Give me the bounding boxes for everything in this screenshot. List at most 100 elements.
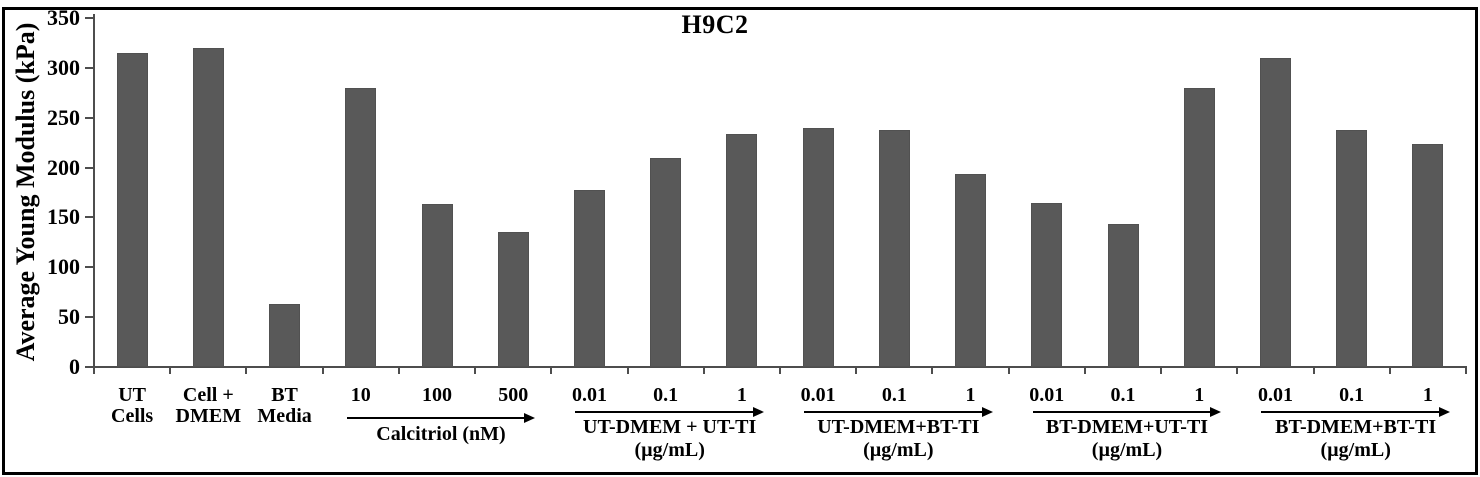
y-axis-tick-label: 150 [47,204,80,230]
group-label: BT-DMEM+UT-TI [1045,416,1209,438]
y-axis-tick [85,66,94,69]
x-axis-category-label: 0.01 [1220,385,1330,406]
x-axis-category-label-line: 0.01 [1257,384,1293,406]
x-axis-category-label: 0.1 [611,385,721,406]
group-unit-label: (µg/mL) [1320,439,1391,461]
x-axis-tick [702,367,705,374]
x-axis-tick [1236,367,1239,374]
x-axis-category-label-line: 1 [1194,384,1205,406]
x-axis-tick [1083,367,1086,374]
y-axis-tick-label: 300 [47,54,80,80]
bar-bt-media [269,304,300,367]
x-axis-tick [93,367,95,374]
bar-1 [726,134,757,367]
x-axis-category-label-line: 0.1 [1339,384,1365,406]
x-axis-category-label: UT Cells [77,385,187,427]
bar-0.1 [1108,224,1139,367]
x-axis-category-label: 1 [1144,385,1254,406]
x-axis-category-label-line: Media [257,405,312,427]
x-axis-category-label-line: UT [118,384,146,406]
group-arrow-line [1261,411,1440,413]
x-axis-tick [1007,367,1010,374]
x-axis-tick [779,367,781,374]
x-axis-category-label-line: 10 [350,384,371,406]
x-axis-category-label: 0.1 [1297,385,1407,406]
x-axis-tick [169,367,172,374]
x-axis-category-label: 500 [458,385,568,406]
x-axis-tick [474,367,477,374]
bar-0.1 [879,130,910,367]
x-axis-category-label-line: 0.01 [1029,384,1065,406]
bar-500 [498,232,529,367]
x-axis-tick [1465,367,1467,374]
y-axis-tick-label: 0 [69,354,80,379]
group-label: UT-DMEM + UT-TI [583,416,757,438]
x-axis-category-label: 0.01 [763,385,873,406]
group-unit-label: (µg/mL) [634,439,705,461]
x-axis-category-label-line: 0.1 [1110,384,1136,406]
group-arrow-head [753,407,764,417]
group-arrow-line [346,417,526,419]
x-axis-category-label-line: Cell + [182,384,234,406]
bar-0.1 [1336,130,1367,367]
bar-100 [422,204,453,367]
bar-1 [1412,144,1443,367]
x-axis-category-label-line: 1 [965,384,976,406]
group-unit-label: (µg/mL) [863,439,934,461]
bar-0.1 [650,158,681,367]
y-axis-tick [85,266,94,269]
y-axis-tick [85,116,94,119]
bar-0.01 [1031,203,1062,367]
y-axis-tick [85,166,94,169]
x-axis-tick [550,367,553,374]
bar-1 [1184,88,1215,367]
y-axis-tick-label: 50 [58,304,80,330]
y-axis-tick-label: 350 [47,5,80,30]
group-label: BT-DMEM+BT-TI [1275,416,1437,438]
x-axis-tick [245,367,248,374]
x-axis-category-label: 0.01 [534,385,644,406]
x-axis-category-label-line: 100 [422,384,452,406]
x-axis-category-label-line: 500 [498,384,529,406]
chart-title: H9C2 [681,10,749,39]
x-axis-tick [1160,367,1163,374]
bar-0.01 [574,190,605,367]
y-axis-tick-label: 250 [47,104,80,130]
x-axis-category-label: 0.1 [839,385,949,406]
x-axis-category-label: 1 [687,385,797,406]
group-arrow-line [1032,411,1212,413]
group-arrow-head [1210,407,1222,417]
y-axis-tick-label: 100 [47,254,80,280]
group-arrow-head [1439,407,1450,417]
y-axis-tick [85,17,94,19]
bar-1 [955,174,986,367]
x-axis-category-label: 0.1 [1068,385,1178,406]
group-arrow-line [575,411,754,413]
group-unit-label: (µg/mL) [1091,439,1163,461]
bar-10 [345,88,376,367]
x-axis-tick [626,367,629,374]
x-axis-category-label-line: 0.01 [571,384,607,406]
group-arrow-head [981,407,993,417]
x-axis-category-label: BT Media [230,385,340,427]
bar-0.01 [803,128,834,367]
x-axis-tick [321,367,324,374]
group-arrow-line [804,411,983,413]
x-axis-category-label: 10 [306,385,416,406]
x-axis-category-label-line: 0.1 [881,384,907,406]
x-axis-category-label-line: DMEM [175,405,242,427]
x-axis-tick [1388,367,1391,374]
x-axis-category-label: 1 [916,385,1026,406]
bar-cell +-dmem [193,48,224,367]
x-axis-tick [1312,367,1315,374]
group-label: Calcitriol (nM) [376,423,506,445]
y-axis-line [93,14,95,369]
x-axis-category-label-line: 1 [1422,384,1433,406]
x-axis-category-label-line: 0.1 [653,384,679,406]
x-axis-category-label-line: 0.01 [800,384,836,406]
y-axis-tick [85,316,94,319]
x-axis-tick [931,367,934,374]
x-axis-tick [855,367,858,374]
group-label: UT-DMEM+BT-TI [817,416,980,438]
